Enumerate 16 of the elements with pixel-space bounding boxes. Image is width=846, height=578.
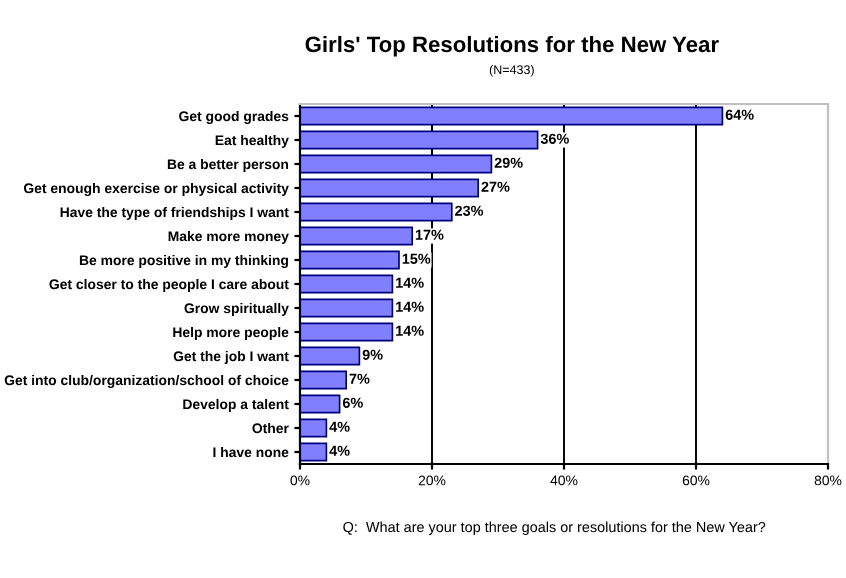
bar xyxy=(300,322,394,342)
bar xyxy=(300,418,328,438)
chart-title: Girls' Top Resolutions for the New Year xyxy=(305,35,719,57)
bar xyxy=(300,202,453,222)
bar xyxy=(300,178,480,198)
bar xyxy=(300,274,394,294)
bar xyxy=(300,154,493,174)
bar xyxy=(300,370,348,390)
bar xyxy=(300,394,341,414)
bar xyxy=(300,250,400,270)
bar xyxy=(300,226,414,246)
bar xyxy=(300,298,394,318)
bar xyxy=(300,442,328,462)
bar xyxy=(300,106,724,126)
bar xyxy=(300,130,539,150)
bar xyxy=(300,346,361,366)
